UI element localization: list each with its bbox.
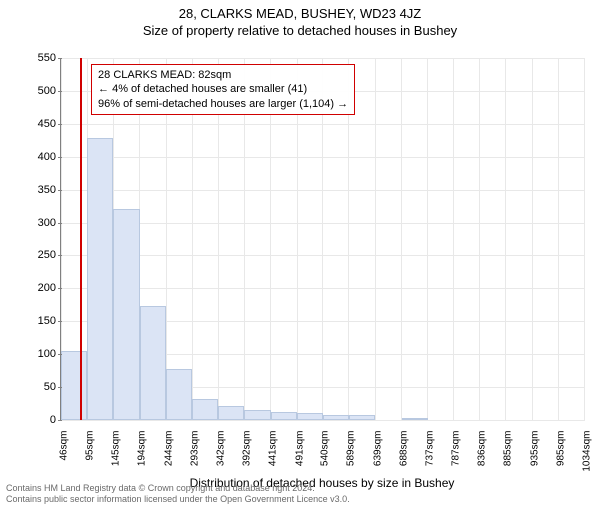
x-tick: 491sqm bbox=[294, 431, 305, 467]
gridline-v bbox=[584, 58, 585, 420]
x-tick: 293sqm bbox=[189, 431, 200, 467]
histogram-bar bbox=[166, 369, 192, 420]
x-tick: 836sqm bbox=[477, 431, 488, 467]
x-tick: 95sqm bbox=[84, 431, 95, 461]
y-tick: 350 bbox=[26, 184, 56, 196]
gridline-v bbox=[505, 58, 506, 420]
histogram-bar bbox=[192, 399, 218, 420]
x-tick: 392sqm bbox=[242, 431, 253, 467]
credits-line-1: Contains HM Land Registry data © Crown c… bbox=[6, 483, 350, 494]
histogram-bar bbox=[140, 306, 166, 420]
gridline-v bbox=[532, 58, 533, 420]
gridline-v bbox=[401, 58, 402, 420]
y-tick: 250 bbox=[26, 249, 56, 261]
x-tick: 194sqm bbox=[137, 431, 148, 467]
x-tick: 787sqm bbox=[451, 431, 462, 467]
x-tick: 985sqm bbox=[556, 431, 567, 467]
x-tick: 342sqm bbox=[215, 431, 226, 467]
y-tick: 150 bbox=[26, 315, 56, 327]
x-tick: 935sqm bbox=[529, 431, 540, 467]
chart: Number of detached properties Distributi… bbox=[60, 58, 584, 420]
x-tick: 1034sqm bbox=[581, 431, 592, 472]
x-tick: 441sqm bbox=[268, 431, 279, 467]
y-tick: 400 bbox=[26, 151, 56, 163]
annotation-line-3: 96% of semi-detached houses are larger (… bbox=[98, 97, 348, 111]
annotation-line-1: 28 CLARKS MEAD: 82sqm bbox=[98, 68, 348, 82]
annotation-box: 28 CLARKS MEAD: 82sqm ← 4% of detached h… bbox=[91, 64, 355, 115]
x-tick: 244sqm bbox=[163, 431, 174, 467]
y-tick: 300 bbox=[26, 217, 56, 229]
histogram-bar bbox=[297, 413, 323, 420]
page-title: 28, CLARKS MEAD, BUSHEY, WD23 4JZ bbox=[0, 6, 600, 21]
x-tick: 639sqm bbox=[372, 431, 383, 467]
gridline-v bbox=[453, 58, 454, 420]
x-tick: 589sqm bbox=[346, 431, 357, 467]
histogram-bar bbox=[349, 415, 375, 420]
y-tick: 100 bbox=[26, 348, 56, 360]
y-tick: 50 bbox=[26, 381, 56, 393]
gridline-v bbox=[479, 58, 480, 420]
page-subtitle: Size of property relative to detached ho… bbox=[0, 23, 600, 38]
x-tick: 46sqm bbox=[59, 431, 70, 461]
annotation-line-2: ← 4% of detached houses are smaller (41) bbox=[98, 82, 348, 96]
x-tick: 688sqm bbox=[398, 431, 409, 467]
gridline-h bbox=[61, 420, 585, 421]
histogram-bar bbox=[323, 415, 349, 420]
x-tick: 885sqm bbox=[503, 431, 514, 467]
x-tick: 145sqm bbox=[111, 431, 122, 467]
gridline-v bbox=[558, 58, 559, 420]
histogram-bar bbox=[271, 412, 297, 420]
y-tick: 500 bbox=[26, 85, 56, 97]
y-tick: 450 bbox=[26, 118, 56, 130]
histogram-bar bbox=[244, 410, 270, 420]
y-tick: 0 bbox=[26, 414, 56, 426]
x-tick: 737sqm bbox=[424, 431, 435, 467]
histogram-bar bbox=[61, 351, 87, 420]
histogram-bar bbox=[218, 406, 244, 420]
marker-line bbox=[80, 58, 82, 420]
histogram-bar bbox=[402, 418, 428, 420]
x-tick: 540sqm bbox=[320, 431, 331, 467]
gridline-v bbox=[375, 58, 376, 420]
y-tick: 550 bbox=[26, 52, 56, 64]
gridline-v bbox=[427, 58, 428, 420]
histogram-bar bbox=[113, 209, 139, 420]
y-tick: 200 bbox=[26, 282, 56, 294]
histogram-bar bbox=[87, 138, 113, 420]
credits: Contains HM Land Registry data © Crown c… bbox=[6, 483, 350, 505]
